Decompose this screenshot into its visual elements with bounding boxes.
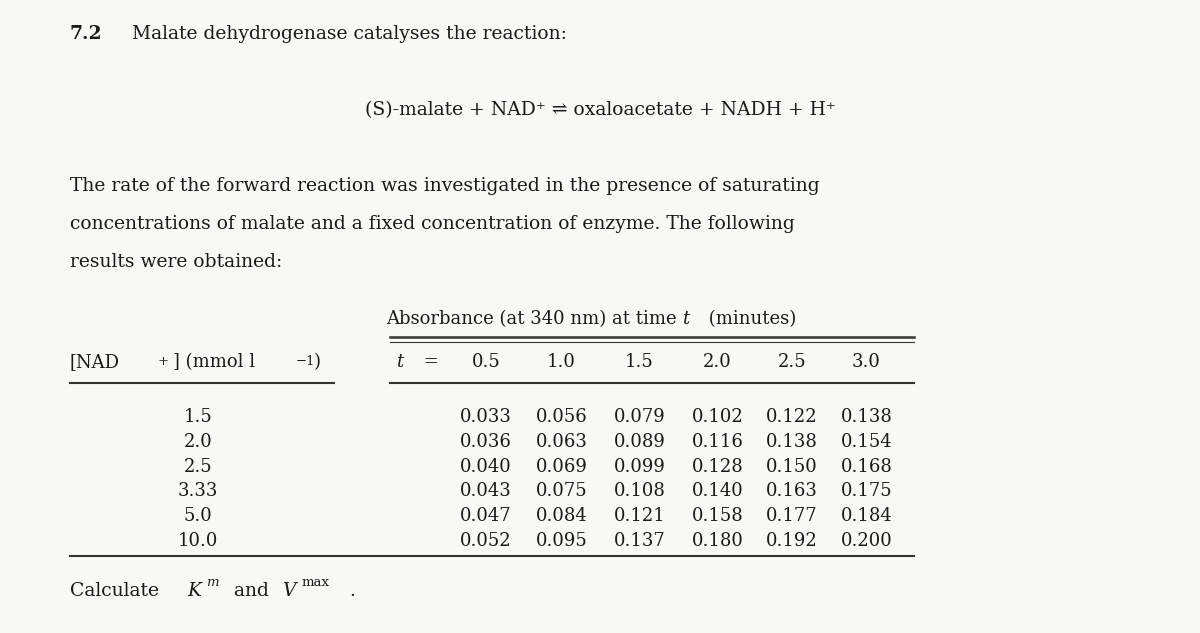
Text: 0.047: 0.047 [460,507,512,525]
Text: 7.2: 7.2 [70,25,102,43]
Text: (S)-malate + NAD⁺ ⇌ oxaloacetate + NADH + H⁺: (S)-malate + NAD⁺ ⇌ oxaloacetate + NADH … [365,101,835,119]
Text: t: t [683,310,690,328]
Text: 0.150: 0.150 [766,458,818,475]
Text: 10.0: 10.0 [178,532,218,549]
Text: 0.084: 0.084 [535,507,588,525]
Text: 0.099: 0.099 [613,458,666,475]
Text: 0.158: 0.158 [691,507,744,525]
Text: 0.121: 0.121 [613,507,666,525]
Text: 0.116: 0.116 [691,433,744,451]
Text: 0.138: 0.138 [766,433,818,451]
Text: 1.0: 1.0 [547,353,576,370]
Text: 0.5: 0.5 [472,353,500,370]
Text: 2.5: 2.5 [184,458,212,475]
Text: 0.095: 0.095 [535,532,588,549]
Text: 0.089: 0.089 [613,433,666,451]
Text: ): ) [313,353,320,370]
Text: 0.069: 0.069 [535,458,588,475]
Text: 3.0: 3.0 [852,353,881,370]
Text: 0.200: 0.200 [840,532,893,549]
Text: 0.122: 0.122 [766,408,818,426]
Text: −1: −1 [295,355,314,368]
Text: The rate of the forward reaction was investigated in the presence of saturating: The rate of the forward reaction was inv… [70,177,820,195]
Text: 2.0: 2.0 [184,433,212,451]
Text: 0.033: 0.033 [460,408,512,426]
Text: Malate dehydrogenase catalyses the reaction:: Malate dehydrogenase catalyses the react… [120,25,566,43]
Text: 0.079: 0.079 [613,408,666,426]
Text: Calculate: Calculate [70,582,164,600]
Text: 3.33: 3.33 [178,482,218,500]
Text: 0.102: 0.102 [691,408,744,426]
Text: 0.128: 0.128 [691,458,744,475]
Text: 0.163: 0.163 [766,482,818,500]
Text: 0.052: 0.052 [460,532,512,549]
Text: 0.036: 0.036 [460,433,512,451]
Text: (minutes): (minutes) [703,310,796,328]
Text: 0.043: 0.043 [460,482,512,500]
Text: 0.138: 0.138 [840,408,893,426]
Text: K: K [187,582,202,600]
Text: 5.0: 5.0 [184,507,212,525]
Text: 0.140: 0.140 [691,482,744,500]
Text: 0.137: 0.137 [613,532,666,549]
Text: max: max [301,576,329,589]
Text: ] (mmol l: ] (mmol l [173,353,254,370]
Text: m: m [206,576,220,589]
Text: =: = [418,353,444,370]
Text: 0.184: 0.184 [840,507,893,525]
Text: and: and [228,582,275,600]
Text: 0.040: 0.040 [460,458,512,475]
Text: Absorbance (at 340 nm) at time: Absorbance (at 340 nm) at time [386,310,683,328]
Text: +: + [157,355,168,368]
Text: 0.175: 0.175 [840,482,893,500]
Text: 1.5: 1.5 [625,353,654,370]
Text: 1.5: 1.5 [184,408,212,426]
Text: 0.056: 0.056 [535,408,588,426]
Text: concentrations of malate and a fixed concentration of enzyme. The following: concentrations of malate and a fixed con… [70,215,794,233]
Text: .: . [349,582,355,600]
Text: 0.108: 0.108 [613,482,666,500]
Text: [NAD: [NAD [70,353,120,370]
Text: 0.192: 0.192 [766,532,818,549]
Text: 2.0: 2.0 [703,353,732,370]
Text: 2.5: 2.5 [778,353,806,370]
Text: 0.177: 0.177 [766,507,818,525]
Text: 0.180: 0.180 [691,532,744,549]
Text: results were obtained:: results were obtained: [70,253,282,271]
Text: t: t [396,353,403,370]
Text: 0.063: 0.063 [535,433,588,451]
Text: 0.168: 0.168 [840,458,893,475]
Text: 0.154: 0.154 [840,433,893,451]
Text: 0.075: 0.075 [535,482,588,500]
Text: V: V [282,582,295,600]
